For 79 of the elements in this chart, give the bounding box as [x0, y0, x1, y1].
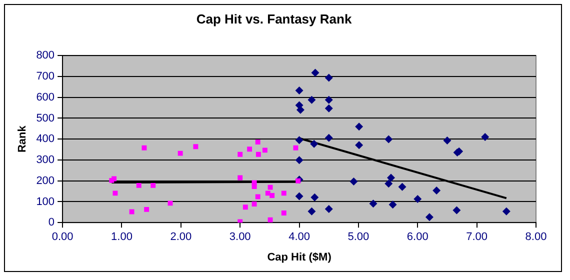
point: [355, 122, 364, 131]
point: [310, 140, 318, 148]
point: [324, 96, 333, 104]
point: [324, 205, 333, 214]
x-tick-label: 4.00: [288, 231, 310, 244]
x-tick-label: 2.00: [170, 231, 192, 244]
y-tick-label: 100: [36, 196, 55, 208]
y-axis-title: Rank: [16, 124, 29, 153]
x-tick-label: 7.00: [466, 231, 488, 244]
point: [481, 133, 490, 142]
point: [502, 207, 510, 216]
point: [238, 175, 243, 180]
point: [150, 182, 156, 188]
point: [324, 104, 333, 112]
point: [414, 195, 422, 204]
point: [369, 200, 378, 208]
point: [443, 136, 452, 145]
point: [242, 204, 248, 210]
y-tick-label: 500: [36, 112, 55, 124]
x-tick-label: 8.00: [525, 231, 547, 244]
x-tick-label: 3.00: [229, 231, 251, 244]
y-tick-label: 0: [48, 216, 55, 229]
y-tick-label: 600: [36, 91, 55, 104]
point: [293, 145, 298, 150]
point: [388, 200, 397, 209]
point: [142, 145, 147, 150]
point: [324, 74, 333, 82]
point: [398, 182, 406, 191]
y-tick-label: 200: [36, 174, 55, 187]
point: [255, 140, 260, 144]
point: [262, 148, 268, 153]
point: [193, 144, 198, 150]
y-tick-label: 300: [36, 154, 55, 166]
point: [281, 190, 286, 196]
point: [129, 209, 134, 214]
point: [281, 210, 286, 216]
point: [296, 178, 301, 184]
point: [295, 156, 304, 164]
point: [308, 207, 316, 216]
x-tick-label: 0.00: [52, 231, 74, 244]
point: [350, 177, 358, 186]
point: [355, 141, 364, 150]
point: [255, 194, 260, 200]
point: [112, 190, 118, 196]
y-tick-label: 400: [36, 133, 55, 146]
point: [268, 217, 273, 222]
point: [256, 152, 261, 157]
point: [295, 136, 304, 144]
point: [270, 192, 275, 198]
point: [178, 150, 183, 156]
y-tick-label: 700: [36, 70, 55, 83]
point: [384, 135, 393, 144]
point: [112, 176, 117, 182]
x-tick-label: 1.00: [111, 231, 132, 244]
point: [452, 206, 461, 214]
point: [295, 192, 304, 200]
point: [387, 174, 396, 182]
y-tick-label: 800: [36, 50, 55, 62]
point: [238, 152, 243, 157]
point: [247, 146, 252, 152]
x-tick-label: 6.00: [406, 231, 428, 244]
point: [308, 96, 316, 104]
point: [144, 206, 150, 212]
point: [136, 182, 142, 188]
x-axis-title: Cap Hit ($M): [267, 251, 332, 264]
chart-title: Cap Hit vs. Fantasy Rank: [196, 11, 352, 26]
point: [168, 200, 173, 206]
point: [324, 134, 333, 142]
point: [310, 193, 319, 202]
point: [252, 202, 257, 206]
point: [268, 184, 273, 190]
point: [432, 186, 441, 194]
point: [238, 219, 243, 223]
point: [252, 184, 257, 189]
point: [295, 86, 304, 94]
point: [425, 213, 434, 222]
x-tick-label: 5.00: [348, 231, 370, 244]
point: [384, 180, 393, 188]
point: [311, 68, 320, 77]
